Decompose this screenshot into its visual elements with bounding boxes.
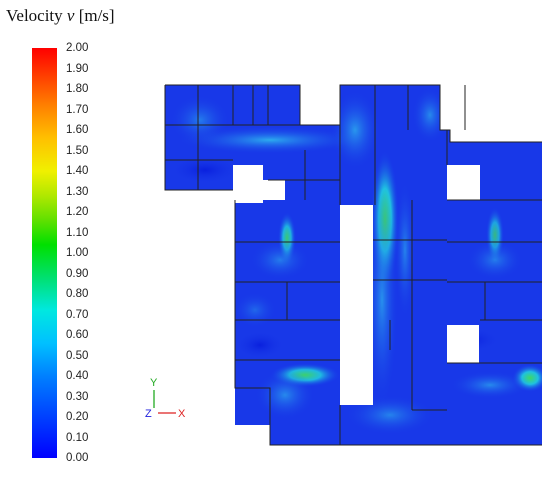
color-scale-tick-label: 0.70 [66, 308, 89, 321]
color-scale-tick-label: 1.80 [66, 83, 89, 95]
obstacle-top-gap [300, 70, 340, 125]
velocity-contour-plot [164, 70, 542, 446]
color-scale-tick-label: 1.40 [66, 165, 89, 177]
legend-title-unit: [m/s] [74, 6, 115, 25]
triad-x-label: X [178, 408, 186, 420]
legend-title-prefix: Velocity [6, 6, 67, 25]
obstacle-left-block [233, 165, 263, 203]
orientation-triad: Y Z X [145, 377, 186, 420]
obstacle-right-middle [447, 325, 479, 363]
color-scale-bar [32, 48, 57, 458]
color-scale-tick-label: 1.90 [66, 62, 89, 75]
color-scale-tick-label: 1.20 [66, 206, 89, 218]
color-scale-tick-label: 0.80 [66, 288, 89, 300]
velocity-symbol: v [66, 6, 75, 25]
color-scale-tick-label: 0.10 [66, 431, 89, 444]
color-scale-tick-label: 0.60 [66, 329, 89, 341]
room-walls [164, 84, 542, 446]
triad-z-label: Z [145, 408, 152, 420]
color-scale-tick-label: 0.30 [66, 390, 89, 403]
domain-obstacles [233, 70, 480, 405]
color-scale-tick-label: 1.70 [66, 103, 89, 116]
color-scale-tick-label: 1.30 [66, 185, 89, 198]
color-scale-tick-label: 0.40 [66, 370, 89, 382]
color-scale-tick-label: 0.20 [66, 411, 89, 423]
color-scale-tick-label: 0.00 [66, 452, 89, 464]
obstacle-right-upper [447, 165, 480, 200]
legend-title: Velocity v [m/s] [6, 6, 115, 26]
obstacle-center-column [340, 205, 373, 405]
triad-y-label: Y [150, 377, 158, 389]
color-scale-tick-label: 0.50 [66, 349, 89, 362]
color-scale-tick-label: 1.10 [66, 226, 89, 239]
color-scale-tick-label: 0.90 [66, 267, 89, 280]
color-scale-tick-label: 1.60 [66, 124, 89, 136]
color-scale-tick-label: 1.00 [66, 247, 89, 259]
color-scale-tick-label: 1.50 [66, 144, 89, 157]
color-scale-tick-label: 2.00 [66, 42, 89, 54]
